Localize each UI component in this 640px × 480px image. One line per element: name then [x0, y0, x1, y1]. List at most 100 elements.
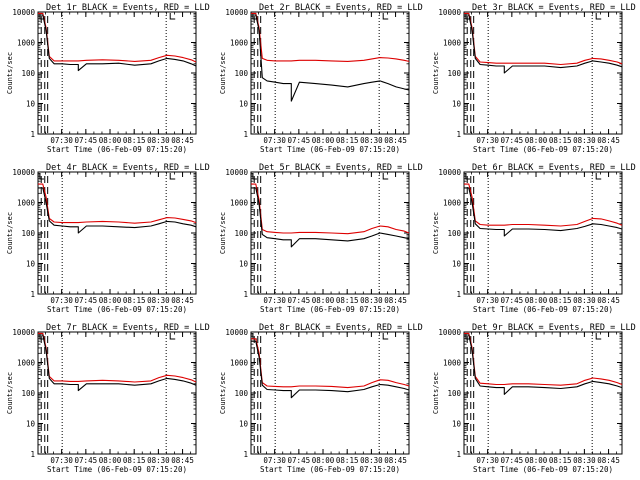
start-bracket-marker	[252, 173, 257, 180]
x-tick-label: 08:30	[147, 456, 170, 465]
y-tick-label: 1	[456, 450, 461, 459]
x-tick-label: 07:45	[288, 456, 311, 465]
series-line-events	[251, 187, 410, 248]
x-tick-label: 08:00	[99, 136, 122, 145]
panel-title: Det 4r BLACK = Events, RED = LLD	[46, 163, 210, 173]
x-axis-label: Start Time (06-Feb-09 07:15:20)	[473, 305, 613, 314]
y-tick-label: 1	[30, 130, 35, 139]
x-tick-label: 08:30	[573, 136, 596, 145]
x-tick-label: 07:30	[476, 136, 499, 145]
end-bracket-marker	[595, 13, 602, 20]
y-tick-label: 100	[234, 389, 248, 398]
x-tick-label: 08:30	[360, 296, 383, 305]
panel-title: Det 8r BLACK = Events, RED = LLD	[259, 323, 423, 333]
x-tick-label: 08:45	[384, 296, 407, 305]
y-tick-label: 1	[30, 290, 35, 299]
panel-3: Det 3r BLACK = Events, RED = LLD 1 10 100 10…	[432, 3, 636, 154]
y-axis-label: Counts/sec	[6, 52, 14, 94]
y-axis-label: Counts/sec	[6, 212, 14, 254]
y-tick-label: 100	[447, 389, 461, 398]
x-tick-label: 08:30	[573, 456, 596, 465]
panel-title: Det 1r BLACK = Events, RED = LLD	[46, 3, 210, 13]
panel-title: Det 6r BLACK = Events, RED = LLD	[472, 163, 636, 173]
y-tick-label: 100	[21, 389, 35, 398]
x-tick-label: 07:30	[263, 136, 286, 145]
x-tick-label: 07:30	[50, 456, 73, 465]
x-tick-label: 07:45	[501, 296, 524, 305]
y-axis-label: Counts/sec	[219, 212, 227, 254]
x-tick-label: 08:00	[312, 296, 335, 305]
y-tick-label: 10	[239, 260, 249, 269]
end-bracket-marker	[382, 173, 389, 180]
panel-title: Det 5r BLACK = Events, RED = LLD	[259, 163, 423, 173]
x-tick-label: 08:45	[171, 456, 194, 465]
y-tick-label: 10	[452, 420, 462, 429]
panel-title: Det 7r BLACK = Events, RED = LLD	[46, 323, 210, 333]
panel-8: Det 8r BLACK = Events, RED = LLD 1 10 100 10…	[219, 323, 423, 474]
series-line-events	[251, 340, 410, 399]
y-tick-label: 1000	[230, 359, 249, 368]
y-tick-label: 1000	[443, 39, 462, 48]
x-tick-label: 08:45	[171, 296, 194, 305]
y-tick-label: 1	[243, 450, 248, 459]
x-tick-label: 07:45	[75, 296, 98, 305]
start-bracket-marker	[465, 173, 470, 180]
y-axis-label: Counts/sec	[432, 372, 440, 414]
x-tick-label: 07:30	[50, 296, 73, 305]
panel-title: Det 3r BLACK = Events, RED = LLD	[472, 3, 636, 13]
x-tick-label: 07:30	[263, 296, 286, 305]
y-tick-label: 100	[447, 69, 461, 78]
y-tick-label: 1000	[17, 39, 36, 48]
x-tick-label: 08:45	[597, 456, 620, 465]
x-tick-label: 08:00	[525, 296, 548, 305]
x-tick-label: 08:00	[312, 136, 335, 145]
x-tick-label: 07:45	[75, 456, 98, 465]
y-tick-label: 1	[456, 130, 461, 139]
x-axis-label: Start Time (06-Feb-09 07:15:20)	[260, 465, 400, 474]
y-tick-label: 10000	[225, 328, 248, 337]
end-bracket-marker	[169, 13, 176, 20]
x-tick-label: 08:45	[597, 136, 620, 145]
x-tick-label: 08:45	[171, 136, 194, 145]
y-tick-label: 10	[26, 420, 36, 429]
panel-5: Det 5r BLACK = Events, RED = LLD 1 10 100 10…	[219, 163, 423, 314]
y-axis-label: Counts/sec	[432, 212, 440, 254]
y-axis-label: Counts/sec	[219, 372, 227, 414]
x-tick-label: 08:15	[123, 296, 146, 305]
panel-1: Det 1r BLACK = Events, RED = LLD 1 10 100 10…	[6, 3, 210, 154]
y-tick-label: 1000	[230, 199, 249, 208]
y-tick-label: 10000	[225, 168, 248, 177]
y-tick-label: 10000	[12, 8, 35, 17]
y-tick-label: 10	[239, 420, 249, 429]
end-bracket-marker	[169, 173, 176, 180]
x-tick-label: 08:15	[549, 296, 572, 305]
x-axis-label: Start Time (06-Feb-09 07:15:20)	[260, 305, 400, 314]
y-tick-label: 1	[243, 290, 248, 299]
series-line-events	[38, 334, 197, 392]
x-tick-label: 07:45	[288, 296, 311, 305]
x-tick-label: 08:45	[384, 456, 407, 465]
x-axis-label: Start Time (06-Feb-09 07:15:20)	[260, 145, 400, 154]
series-line-events	[464, 187, 623, 237]
series-line-lld	[251, 12, 410, 62]
x-tick-label: 08:15	[336, 296, 359, 305]
y-axis-label: Counts/sec	[6, 372, 14, 414]
y-tick-label: 10	[452, 100, 462, 109]
x-tick-label: 07:45	[288, 136, 311, 145]
panel-7: Det 7r BLACK = Events, RED = LLD 1 10 100 10…	[6, 323, 210, 474]
y-tick-label: 1	[456, 290, 461, 299]
x-tick-label: 08:45	[597, 296, 620, 305]
x-tick-label: 08:45	[384, 136, 407, 145]
y-tick-label: 100	[447, 229, 461, 238]
series-line-events	[251, 14, 410, 102]
panel-6: Det 6r BLACK = Events, RED = LLD 1 10 100 10…	[432, 163, 636, 314]
series-line-events	[464, 334, 623, 395]
y-tick-label: 10	[452, 260, 462, 269]
y-tick-label: 10000	[225, 8, 248, 17]
x-tick-label: 07:45	[501, 136, 524, 145]
y-tick-label: 1000	[17, 199, 36, 208]
x-tick-label: 08:30	[573, 296, 596, 305]
y-tick-label: 100	[234, 229, 248, 238]
end-bracket-marker	[595, 333, 602, 340]
